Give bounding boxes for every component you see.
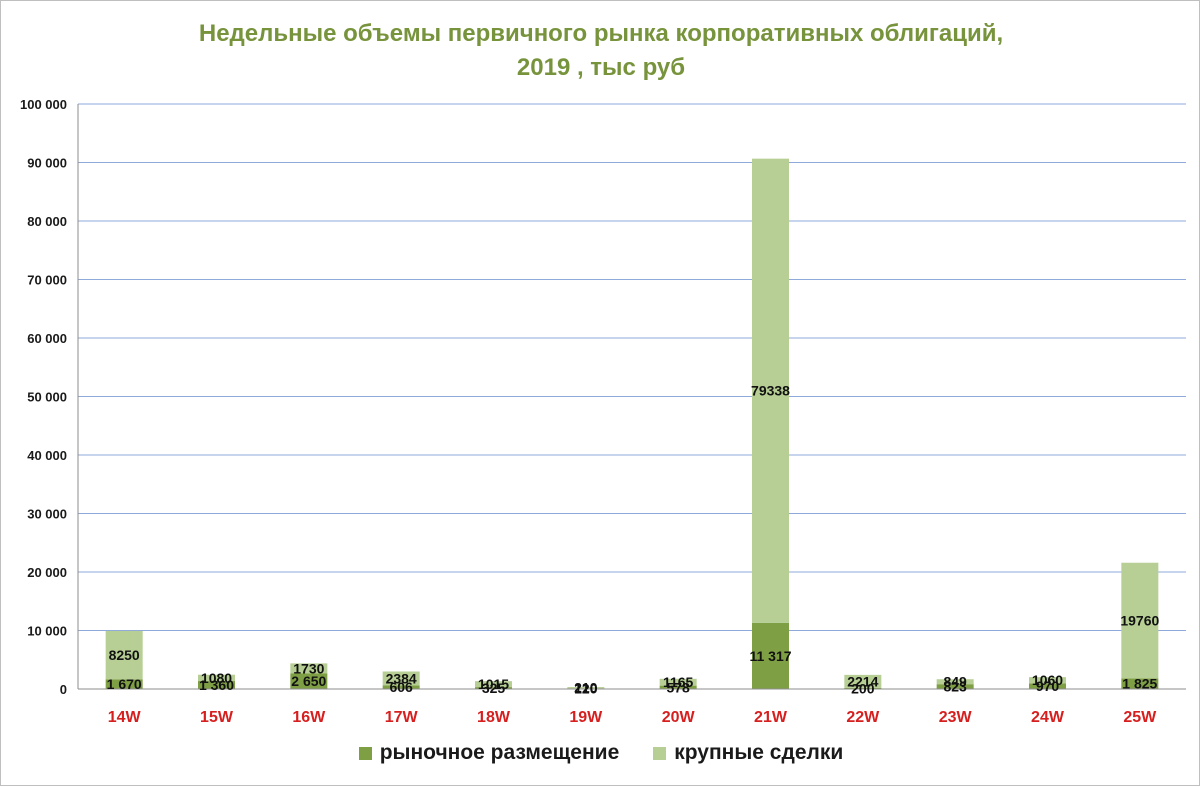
bars [105,158,1159,689]
bar-market-16W [290,673,328,689]
x-tick-label: 16W [292,709,326,726]
bar-market-18W [475,687,512,689]
bar-large-deals-16W [290,663,328,674]
gridlines [78,103,1186,631]
y-axis: 0 10 000 20 000 30 000 40 000 50 000 60 000 70 … [20,97,79,697]
y-tick-label: 10 000 [27,624,67,639]
bar-market-21W [752,622,789,689]
x-tick-label: 25W [1123,709,1157,726]
y-tick-label: 0 [60,682,67,697]
bar-large-deals-22W [844,674,882,688]
legend-item-large-deals: крупные сделки [653,741,843,765]
y-tick-label: 60 000 [27,331,67,346]
bar-large-deals-20W [659,678,697,686]
data-label-market: 11 317 [749,648,791,664]
bar-market-25W [1121,678,1159,689]
chart-title-line-1: Недельные объемы первичного рынка корпор… [198,20,1004,47]
x-tick-label: 19W [569,709,603,726]
bar-large-deals-17W [382,671,420,686]
x-tick-label: 18W [477,709,511,726]
x-tick-label: 21W [754,709,788,726]
bar-market-15W [198,681,235,689]
data-label-market: 2 650 [291,673,326,689]
data-label-large-deals: 1165 [663,674,694,690]
data-label-large-deals: 2384 [386,670,417,686]
x-tick-label: 22W [846,709,880,726]
bar-large-deals-23W [936,679,974,685]
data-label-market: 606 [389,679,413,695]
data-label-market: 200 [851,680,875,696]
y-tick-label: 50 000 [27,390,67,405]
x-tick-label: 20W [662,709,696,726]
bar-market-23W [936,684,974,689]
x-tick-label: 24W [1031,709,1065,726]
bar-large-deals-18W [475,681,512,688]
data-label-large-deals: 79338 [751,383,790,399]
y-tick-label: 20 000 [27,565,67,580]
data-label-market: 1 670 [107,676,142,692]
x-tick-label: 23W [939,709,973,726]
bar-market-24W [1029,683,1066,689]
bar-large-deals-24W [1029,677,1066,684]
bar-large-deals-21W [752,158,789,623]
x-tick-label: 14W [108,709,142,726]
bar-market-22W [844,687,882,689]
x-axis: 14W 15W 16W 17W 18W 19W 20W 21W 22W 23W 24W 25W [78,688,1186,726]
y-tick-label: 70 000 [27,273,67,288]
chart-title: Недельные объемы первичного рынка корпор… [1,17,1200,85]
legend-item-market: рыночное размещение [358,741,620,765]
x-tick-label: 17W [385,709,419,726]
data-label-large-deals: 1080 [201,670,232,686]
y-tick-label: 30 000 [27,507,67,522]
x-tick-label: 15W [200,709,234,726]
bar-market-17W [382,685,420,689]
data-label-market: 325 [482,680,506,696]
chart-title-line-2: 2019 , тыс руб [516,54,686,81]
data-label-large-deals: 1015 [478,676,509,692]
legend-swatch-market [358,746,372,760]
data-label-large-deals: 849 [943,674,967,690]
data-label-market: 1 825 [1122,676,1157,692]
y-tick-label: 100 000 [20,97,67,112]
bar-large-deals-19W [567,687,605,689]
bar-market-14W [105,679,143,689]
data-label-market: 1 360 [199,677,234,693]
data-label-market: 970 [1036,678,1060,694]
data-label-large-deals: 19760 [1120,613,1159,629]
data-label-large-deals: 8250 [109,647,140,663]
data-label-large-deals: 1060 [1032,672,1063,688]
bar-large-deals-15W [198,674,235,682]
y-tick-label: 80 000 [27,214,67,229]
bar-large-deals-25W [1121,562,1159,679]
data-label-market: 578 [666,679,690,695]
data-label-large-deals: 2214 [847,673,878,689]
data-label-market: 823 [943,679,967,695]
legend: рыночное размещение крупные сделки [1,741,1200,765]
legend-label-large-deals: крупные сделки [674,741,844,764]
y-tick-label: 90 000 [27,156,67,171]
data-label-large-deals: 1730 [293,660,324,676]
y-tick-label: 40 000 [27,448,67,463]
data-label-market: 120 [574,681,598,697]
legend-label-market: рыночное размещение [379,741,620,764]
bar-large-deals-14W [105,630,143,680]
data-label-large-deals: 210 [574,680,598,696]
bar-market-20W [659,685,697,689]
legend-swatch-large-deals [653,746,667,760]
